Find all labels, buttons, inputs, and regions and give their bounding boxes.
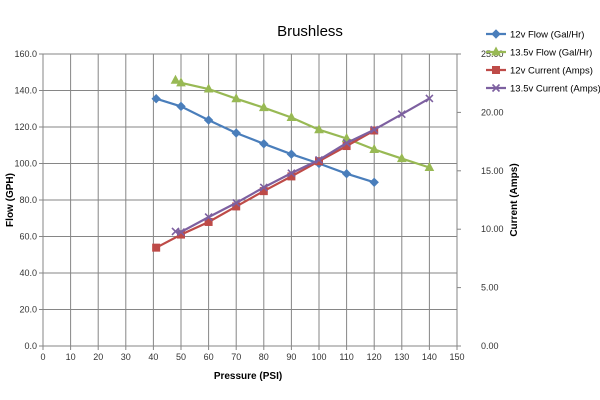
y-axis-left-title: Flow (GPH) [5, 173, 16, 227]
series-4-point [259, 183, 268, 192]
series-2-point [424, 161, 435, 172]
series-4-point [370, 125, 379, 134]
x-tick-label: 110 [339, 352, 353, 362]
series-2-point [314, 124, 324, 134]
series-4-point [397, 110, 406, 119]
series-2-point [369, 143, 380, 153]
x-axis-title: Pressure (PSI) [214, 371, 282, 382]
x-tick-label: 70 [231, 352, 241, 362]
legend-label-3: 12v Current (Amps) [510, 66, 593, 77]
x-tick-label: 20 [93, 352, 103, 362]
legend-marker-2 [491, 46, 501, 56]
x-tick-label: 150 [449, 352, 464, 362]
y-left-tick-label: 120.0 [14, 122, 37, 132]
series-2-point [203, 83, 214, 93]
series-2-point [170, 74, 181, 84]
series-3-point [204, 217, 213, 226]
series-4-point [342, 138, 351, 148]
series-4-point [204, 212, 213, 222]
x-tick-label: 50 [176, 352, 186, 362]
series-2-point [258, 102, 269, 112]
x-tick-label: 60 [204, 352, 214, 362]
series-1-point [341, 169, 352, 179]
y-left-tick-label: 60.0 [19, 232, 37, 242]
x-tick-label: 0 [40, 352, 45, 362]
x-tick-label: 90 [286, 352, 296, 362]
series-1-point [203, 115, 214, 125]
y-left-tick-label: 20.0 [19, 305, 37, 315]
series-4-point [425, 94, 434, 103]
series-4-point [287, 169, 296, 178]
series-2-point [341, 132, 352, 142]
series-1-point [231, 128, 241, 138]
y-axis-right-title: Current (Amps) [509, 163, 520, 236]
y-left-tick-label: 80.0 [19, 195, 37, 205]
y-left-tick-label: 40.0 [19, 268, 37, 278]
y-right-tick-label: 0.00 [481, 341, 499, 351]
x-tick-label: 30 [121, 352, 131, 362]
legend: 12v Flow (Gal/Hr) 13.5v Flow (Gal/Hr) 12v … [486, 29, 600, 95]
x-tick-label: 130 [394, 352, 409, 362]
y-right-tick-label: 15.00 [481, 166, 504, 176]
legend-label-2: 13.5v Flow (Gal/Hr) [510, 48, 592, 59]
legend-marker-3 [492, 66, 500, 74]
x-tick-label: 40 [148, 352, 158, 362]
series-3-point [152, 243, 161, 252]
y-right-tick-label: 10.00 [481, 224, 504, 234]
series-2-point [286, 111, 297, 122]
x-tick-label: 80 [259, 352, 269, 362]
series-1-point [286, 149, 297, 159]
series-1-point [369, 177, 379, 188]
y-left-tick-label: 0.0 [24, 341, 37, 351]
y-right-tick-label: 20.00 [481, 107, 504, 117]
series-1-point [151, 94, 161, 104]
chart-title: Brushless [277, 23, 343, 40]
plot-area: 0 10 20 30 40 50 60 70 80 90 100 110 120 130 140 150 0.0… [14, 49, 503, 362]
x-tick-label: 140 [422, 352, 437, 362]
legend-label-1: 12v Flow (Gal/Hr) [510, 30, 584, 41]
series-4-point [232, 198, 241, 207]
x-tick-label: 120 [367, 352, 382, 362]
series-4-point [176, 227, 186, 237]
y-left-tick-label: 100.0 [14, 159, 37, 169]
x-tick-label: 10 [66, 352, 76, 362]
legend-label-4: 13.5v Current (Amps) [510, 84, 600, 95]
series-2-point [176, 77, 186, 87]
x-tick-label: 100 [311, 352, 326, 362]
series-1-point [259, 139, 269, 149]
legend-marker-1 [491, 29, 501, 39]
series-1-point [176, 101, 186, 112]
y-left-tick-label: 140.0 [14, 86, 37, 96]
y-left-tick-label: 160.0 [14, 49, 37, 59]
series-4-point [314, 155, 324, 165]
y-right-tick-label: 5.00 [481, 283, 499, 293]
series-2-point [396, 153, 407, 163]
legend-marker-4 [491, 83, 501, 93]
series-2-point [231, 93, 242, 103]
